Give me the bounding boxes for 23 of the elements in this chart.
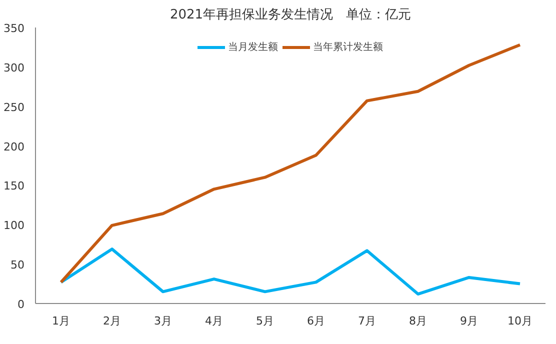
- y-tick-label: 200: [4, 140, 25, 154]
- x-tick-label: 5月: [256, 314, 274, 328]
- x-tick-label: 3月: [154, 314, 172, 328]
- x-tick-label: 2月: [103, 314, 121, 328]
- y-tick-label: 100: [4, 219, 25, 232]
- x-tick-label: 8月: [409, 314, 427, 328]
- y-tick-label: 350: [4, 22, 25, 35]
- x-tick-label: 9月: [460, 314, 478, 328]
- line-series: [60, 43, 522, 284]
- y-tick-label: 300: [4, 61, 25, 74]
- legend-label: 当月发生额: [228, 40, 278, 54]
- chart-title: 2021年再担保业务发生情况 单位：亿元: [170, 8, 412, 22]
- x-tick-label: 4月: [205, 314, 223, 328]
- legend-label: 当年累计发生额: [313, 40, 383, 54]
- y-tick-label: 0: [18, 298, 24, 311]
- x-tick-label: 10月: [508, 314, 532, 328]
- line-series: [60, 248, 522, 296]
- y-tick-label: 150: [4, 180, 25, 193]
- x-tick-label: 6月: [307, 314, 325, 328]
- x-tick-label: 1月: [52, 314, 70, 328]
- y-tick-label: 250: [4, 100, 25, 114]
- y-tick-label: 50: [10, 258, 25, 272]
- x-tick-label: 7月: [358, 314, 376, 328]
